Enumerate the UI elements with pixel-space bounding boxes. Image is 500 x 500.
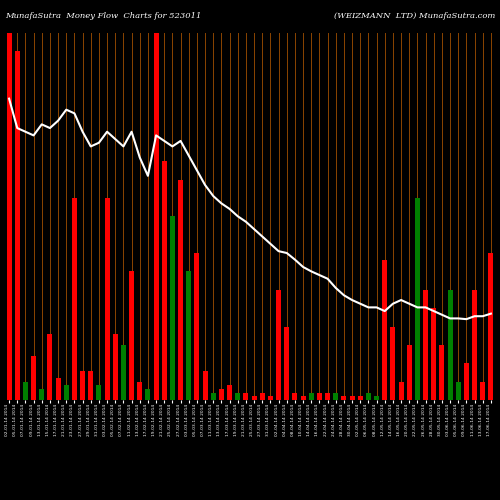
Bar <box>154 32 158 400</box>
Bar <box>15 51 20 400</box>
Bar <box>309 392 314 400</box>
Bar <box>194 253 200 400</box>
Bar <box>480 382 485 400</box>
Bar <box>104 198 110 400</box>
Bar <box>80 370 85 400</box>
Bar <box>440 345 444 400</box>
Bar <box>292 392 298 400</box>
Bar <box>276 290 281 400</box>
Bar <box>415 198 420 400</box>
Bar <box>260 392 264 400</box>
Bar <box>423 290 428 400</box>
Bar <box>342 396 346 400</box>
Bar <box>432 308 436 400</box>
Text: (WEIZMANN  LTD) MunafaSutra.com: (WEIZMANN LTD) MunafaSutra.com <box>334 12 495 20</box>
Bar <box>162 161 166 400</box>
Bar <box>350 396 354 400</box>
Bar <box>382 260 387 400</box>
Bar <box>252 396 256 400</box>
Bar <box>244 392 248 400</box>
Bar <box>472 290 477 400</box>
Bar <box>40 389 44 400</box>
Bar <box>390 326 396 400</box>
Bar <box>358 396 362 400</box>
Bar <box>448 290 452 400</box>
Bar <box>121 345 126 400</box>
Bar <box>178 180 183 400</box>
Bar <box>325 392 330 400</box>
Bar <box>456 382 460 400</box>
Bar <box>96 386 102 400</box>
Bar <box>48 334 52 400</box>
Bar <box>23 382 28 400</box>
Bar <box>268 396 273 400</box>
Bar <box>186 272 191 400</box>
Bar <box>407 345 412 400</box>
Bar <box>334 392 338 400</box>
Bar <box>170 216 175 400</box>
Bar <box>366 392 371 400</box>
Bar <box>236 392 240 400</box>
Bar <box>488 253 494 400</box>
Bar <box>464 363 469 400</box>
Bar <box>398 382 404 400</box>
Bar <box>300 396 306 400</box>
Bar <box>113 334 117 400</box>
Bar <box>88 370 93 400</box>
Bar <box>6 32 12 400</box>
Bar <box>317 392 322 400</box>
Bar <box>72 198 77 400</box>
Bar <box>211 392 216 400</box>
Bar <box>129 272 134 400</box>
Text: MunafaSutra  Money Flow  Charts for 523011: MunafaSutra Money Flow Charts for 523011 <box>5 12 202 20</box>
Bar <box>219 389 224 400</box>
Bar <box>56 378 60 400</box>
Bar <box>284 326 289 400</box>
Bar <box>146 389 150 400</box>
Bar <box>138 382 142 400</box>
Bar <box>202 370 207 400</box>
Bar <box>227 386 232 400</box>
Bar <box>31 356 36 400</box>
Bar <box>64 386 68 400</box>
Bar <box>374 396 379 400</box>
